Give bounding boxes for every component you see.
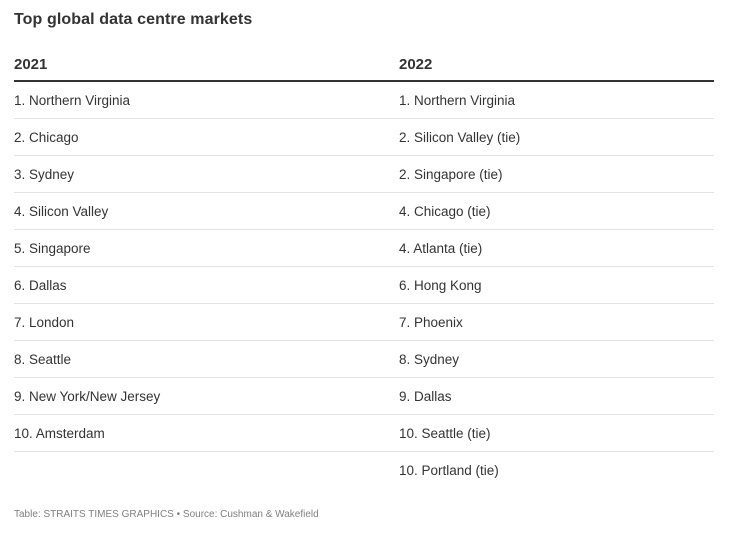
table-row: 5. Singapore 4. Atlanta (tie)	[14, 230, 714, 267]
table-row: 7. London 7. Phoenix	[14, 304, 714, 341]
cell-2021: 5. Singapore	[14, 241, 91, 256]
cell-2022: 8. Sydney	[399, 352, 460, 367]
table-title: Top global data centre markets	[14, 11, 253, 28]
cell-2021: 7. London	[14, 315, 75, 330]
cell-2021: 8. Seattle	[14, 352, 72, 367]
table-header: 2021 2022	[14, 48, 714, 82]
cell-2021: 10. Amsterdam	[14, 426, 105, 441]
table-row: 10. Amsterdam 10. Seattle (tie)	[14, 415, 714, 452]
cell-2022: 9. Dallas	[399, 389, 452, 404]
table-row: 4. Silicon Valley 4. Chicago (tie)	[14, 193, 714, 230]
cell-2022: 10. Portland (tie)	[399, 463, 499, 478]
table-row: 9. New York/New Jersey 9. Dallas	[14, 378, 714, 415]
table-row: 8. Seattle 8. Sydney	[14, 341, 714, 378]
cell-2021: 4. Silicon Valley	[14, 204, 109, 219]
cell-2021: 9. New York/New Jersey	[14, 389, 161, 404]
cell-2022: 2. Silicon Valley (tie)	[399, 130, 521, 145]
column-header-2022: 2022	[399, 56, 433, 73]
cell-2022: 1. Northern Virginia	[399, 93, 516, 108]
column-header-2021: 2021	[14, 56, 48, 73]
cell-2021: 2. Chicago	[14, 130, 79, 145]
cell-2021: 6. Dallas	[14, 278, 67, 293]
table-row: 10. Portland (tie)	[14, 452, 714, 489]
cell-2022: 7. Phoenix	[399, 315, 463, 330]
table-row: 2. Chicago 2. Silicon Valley (tie)	[14, 119, 714, 156]
cell-2021: 3. Sydney	[14, 167, 75, 182]
cell-2022: 4. Chicago (tie)	[399, 204, 491, 219]
table-row: 1. Northern Virginia 1. Northern Virgini…	[14, 82, 714, 119]
cell-2022: 4. Atlanta (tie)	[399, 241, 483, 256]
cell-2021: 1. Northern Virginia	[14, 93, 131, 108]
cell-2022: 6. Hong Kong	[399, 278, 482, 293]
table-row: 3. Sydney 2. Singapore (tie)	[14, 156, 714, 193]
table-footer-credits: Table: STRAITS TIMES GRAPHICS • Source: …	[14, 509, 319, 520]
cell-2022: 2. Singapore (tie)	[399, 167, 503, 182]
cell-2021	[14, 452, 399, 489]
cell-2022: 10. Seattle (tie)	[399, 426, 491, 441]
markets-table: 2021 2022 1. Northern Virginia 1. Northe…	[14, 48, 714, 489]
table-row: 6. Dallas 6. Hong Kong	[14, 267, 714, 304]
